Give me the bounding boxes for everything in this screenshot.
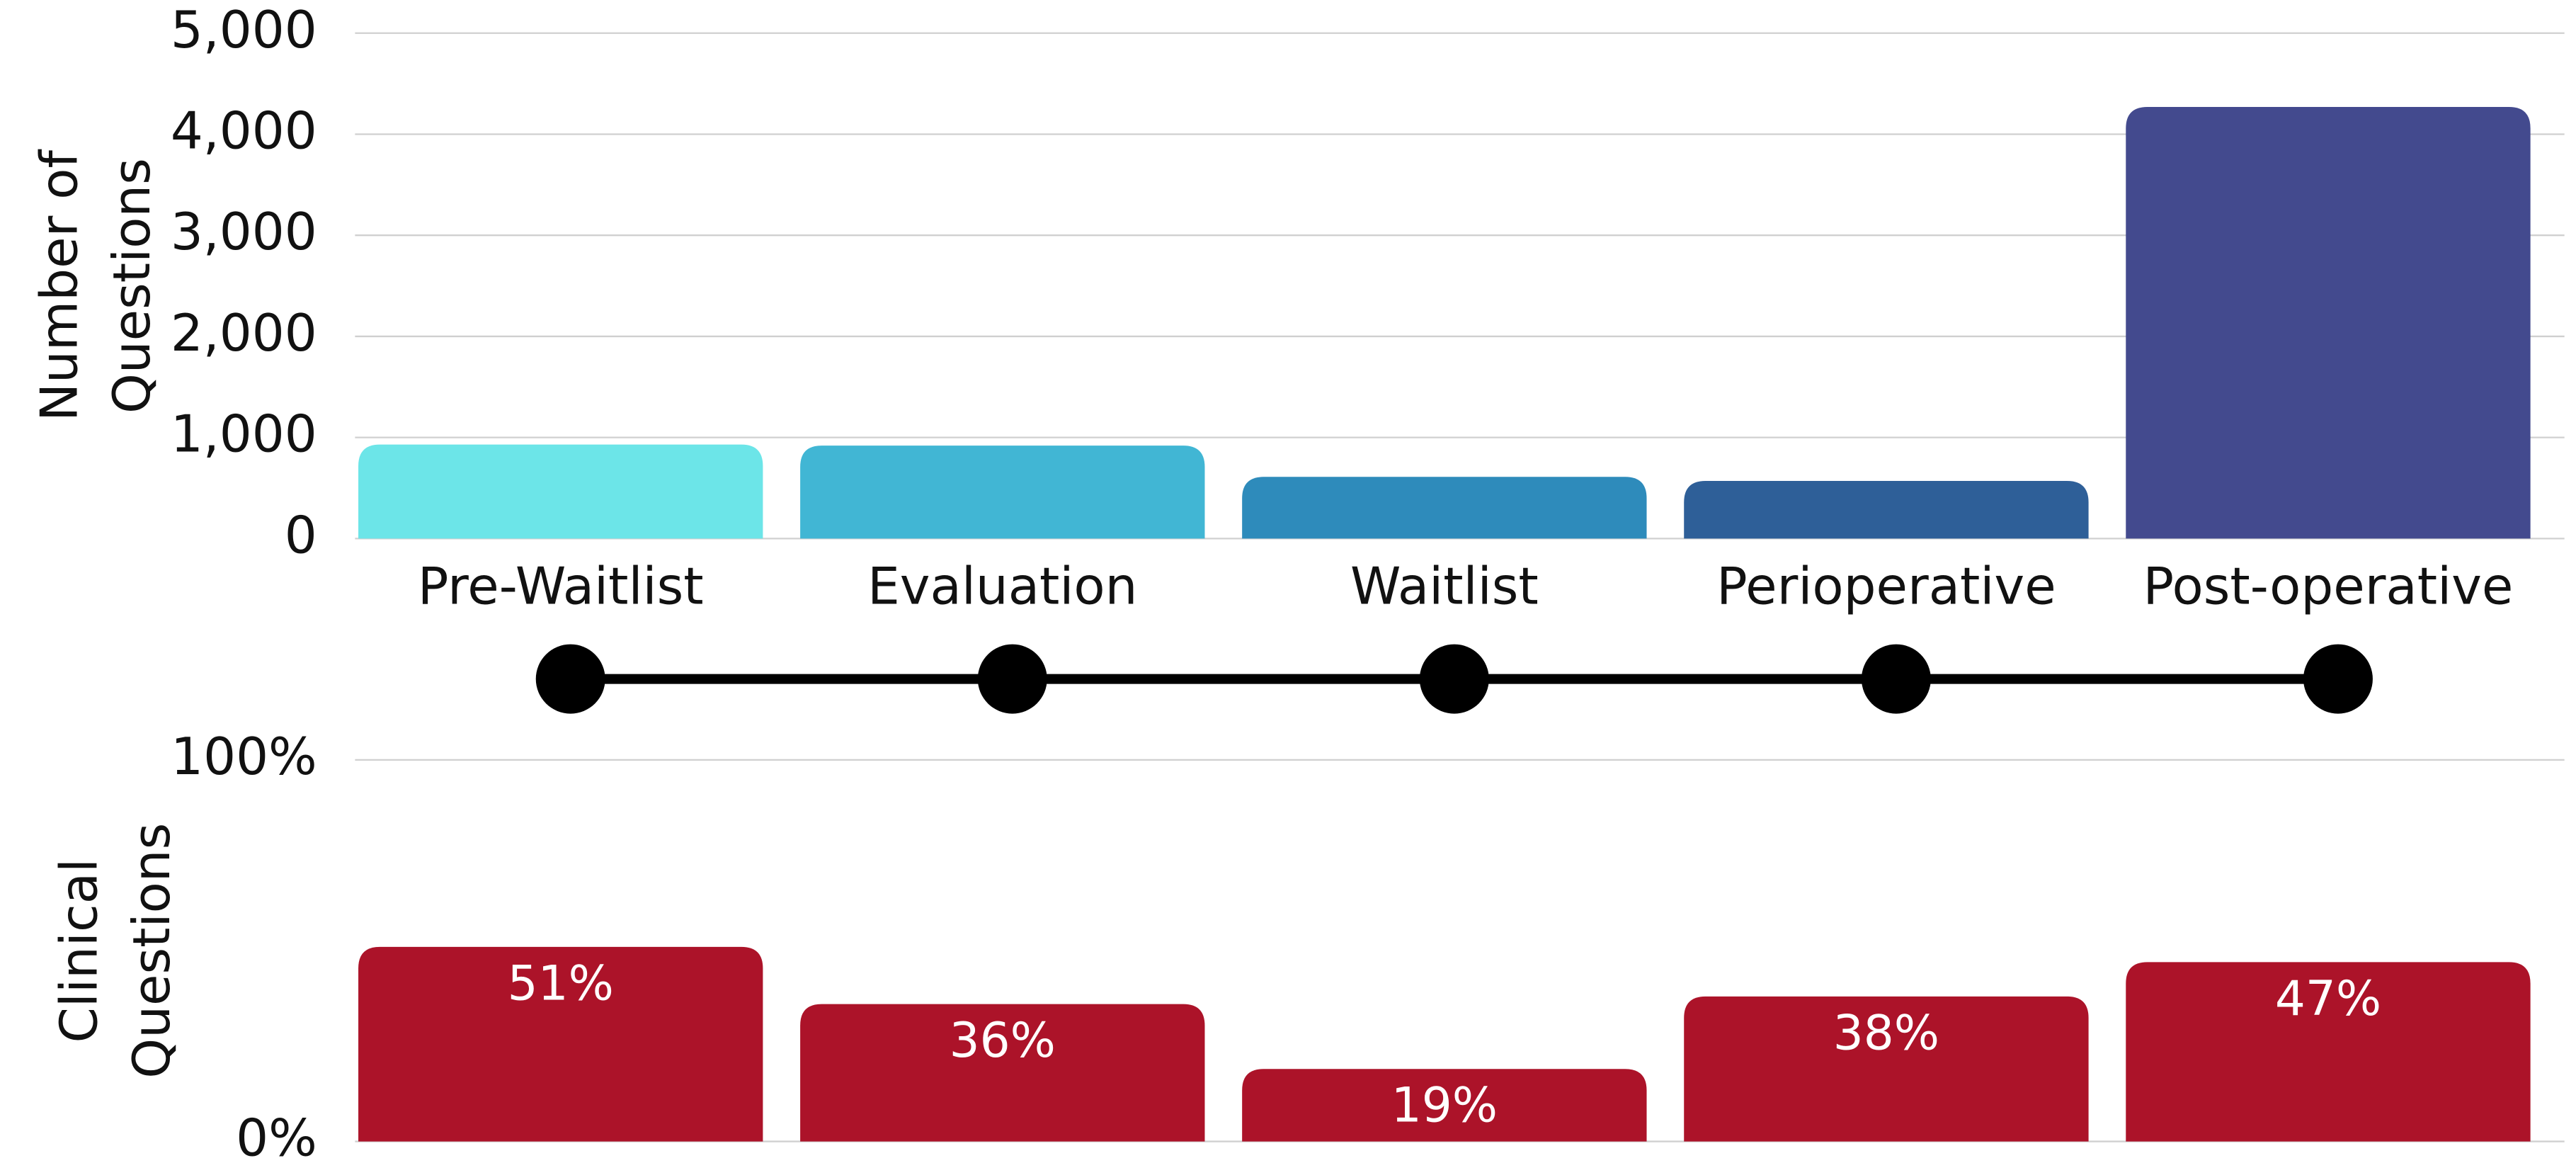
bar bbox=[358, 444, 763, 539]
bar bbox=[1242, 477, 1647, 539]
bar bbox=[800, 446, 1205, 539]
y-tick-label: 4,000 bbox=[171, 101, 317, 161]
bar bbox=[800, 1004, 1205, 1142]
timeline-dot bbox=[1861, 644, 1931, 714]
y-tick-label: 5,000 bbox=[171, 1, 317, 60]
y-tick-label: 0% bbox=[236, 1109, 317, 1163]
value-label: 38% bbox=[1833, 1004, 1939, 1060]
bar bbox=[358, 946, 763, 1142]
x-tick-label: Evaluation bbox=[867, 557, 1137, 617]
bar bbox=[1684, 996, 2089, 1142]
value-label: 47% bbox=[2275, 970, 2381, 1026]
y-tick-label: 100% bbox=[171, 727, 317, 787]
y-tick-label: 2,000 bbox=[171, 304, 317, 363]
bar bbox=[1242, 1069, 1647, 1142]
x-tick-label: Pre-Waitlist bbox=[418, 557, 704, 617]
x-tick-label: Post-operative bbox=[2143, 557, 2513, 617]
y-tick-label: 3,000 bbox=[171, 203, 317, 262]
timeline-dot bbox=[1419, 644, 1489, 714]
y-tick-label: 0 bbox=[285, 506, 317, 565]
value-label: 19% bbox=[1391, 1077, 1498, 1133]
timeline-dot bbox=[977, 644, 1047, 714]
y-axis-label: Number of bbox=[30, 149, 90, 422]
bar bbox=[1684, 481, 2089, 539]
x-tick-label: Waitlist bbox=[1350, 557, 1539, 617]
value-label: 36% bbox=[950, 1012, 1056, 1068]
bar bbox=[2126, 106, 2531, 539]
timeline-dot bbox=[535, 644, 605, 714]
x-tick-label: Perioperative bbox=[1716, 557, 2056, 617]
timeline bbox=[535, 644, 2373, 714]
y-axis-label: Clinical bbox=[50, 858, 110, 1043]
value-label: 51% bbox=[508, 955, 614, 1011]
y-axis-label: Questions bbox=[103, 158, 162, 414]
bar bbox=[2126, 962, 2531, 1142]
timeline-dot bbox=[2303, 644, 2373, 714]
y-tick-label: 1,000 bbox=[171, 405, 317, 465]
y-axis-label: Questions bbox=[122, 823, 182, 1079]
